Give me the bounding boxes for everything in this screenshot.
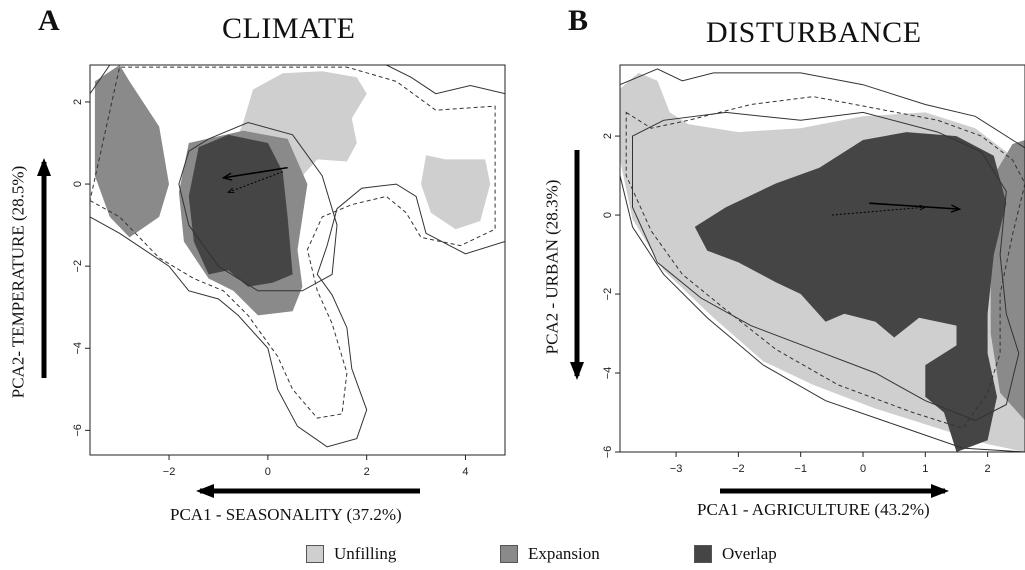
panel-b-y-direction-arrow-head (570, 362, 584, 380)
panel-b-ytick-label: 2 (602, 133, 614, 139)
panel-b-centroid-arrow (869, 202, 960, 210)
panel-b-ytick-label: −2 (602, 288, 614, 301)
legend: Unfilling Expansion Overlap (0, 544, 1025, 568)
panel-b-ylabel: PCA2 - URBAN (28.3%) (542, 179, 562, 355)
panel-a-plot-frame (89, 64, 506, 456)
panel-a-unfilling-region-2 (421, 155, 491, 230)
panel-a-ylabel: PCA2- TEMPERATURE (28.5%) (8, 165, 28, 399)
panel-a-xlabel: PCA1 - SEASONALITY (37.2%) (170, 505, 402, 524)
legend-label-overlap: Overlap (722, 544, 777, 563)
panel-b-plot-frame (619, 64, 1025, 453)
legend-swatch-unfilling (306, 545, 324, 563)
panel-a-ytick-label: 2 (72, 99, 84, 105)
panel-b-xtick-label: 0 (860, 463, 866, 475)
panel-b-overlap-region (694, 132, 1007, 452)
panel-b-ytick-label: 0 (602, 212, 614, 218)
panel-a-y-direction-arrow-head (37, 158, 51, 176)
legend-swatch-expansion (500, 545, 518, 563)
panel-b-ytick-label: −6 (602, 446, 614, 459)
panel-a-contour-loop (178, 121, 338, 292)
panel-a-ytick-label: −4 (72, 342, 84, 355)
panel-b-xtick-label: −2 (732, 463, 745, 475)
panel-b-contour-outer (620, 68, 1025, 452)
panel-b-xtick-label: −3 (670, 463, 683, 475)
panel-b-xlabel: PCA1 - AGRICULTURE (43.2%) (697, 500, 930, 519)
panel-b-xtick-label: 2 (985, 463, 991, 475)
legend-item-overlap: Overlap (694, 544, 777, 564)
panel-a-title: CLIMATE (222, 12, 356, 45)
panel-a-plot: −2 0 2 4 2 0 −2 −4 −6 (37, 64, 506, 498)
panel-a-ytick-label: 0 (72, 181, 84, 187)
panel-b-letter: B (568, 4, 589, 37)
panel-b-xtick-label: −1 (794, 463, 807, 475)
panel-a-letter: A (38, 4, 60, 37)
panel-a-ytick-label: −6 (72, 424, 84, 437)
panel-b-x-direction-arrow-head (931, 484, 949, 498)
panel-b-contour-dashed (625, 96, 1025, 429)
legend-swatch-overlap (694, 545, 712, 563)
panel-a-x-direction-arrow-head (196, 484, 214, 498)
panel-b-contour-inner (632, 111, 1020, 421)
panel-a-contour-outer (90, 65, 505, 448)
panel-a-xtick-label: 4 (462, 466, 468, 478)
panel-b-plot-area (620, 68, 1025, 452)
legend-label-unfilling: Unfilling (334, 544, 397, 563)
panel-a-contour-dashed (90, 66, 496, 419)
panel-b-title: DISTURBANCE (706, 16, 922, 49)
panel-a-xtick-label: −2 (163, 466, 176, 478)
panel-b-xtick-label: 1 (922, 463, 928, 475)
panel-b-centroid-arrow-head (950, 204, 962, 213)
panel-a-centroid-arrow-dotted-head (227, 187, 235, 193)
panel-b-ytick-label: −4 (602, 367, 614, 380)
panel-b-centroid-arrow-dotted-head (919, 204, 927, 211)
panel-a-plot-area (90, 65, 505, 448)
panel-a-overlap-region (188, 134, 293, 287)
panel-a-ytick-label: −2 (72, 260, 84, 273)
panel-b-plot: −3 −2 −1 0 1 2 2 0 −2 −4 −6 (570, 64, 1025, 498)
panel-a-centroid-arrow (223, 166, 288, 179)
legend-item-unfilling: Unfilling (306, 544, 396, 564)
legend-label-expansion: Expansion (528, 544, 600, 563)
panel-a-xtick-label: 0 (265, 466, 271, 478)
panel-a-xtick-label: 2 (364, 466, 370, 478)
panel-a-expansion-region (94, 65, 169, 238)
legend-item-expansion: Expansion (500, 544, 600, 564)
panel-a-centroid-arrow-head (221, 172, 233, 181)
panel-a-centroid-arrow-dotted (228, 171, 283, 193)
